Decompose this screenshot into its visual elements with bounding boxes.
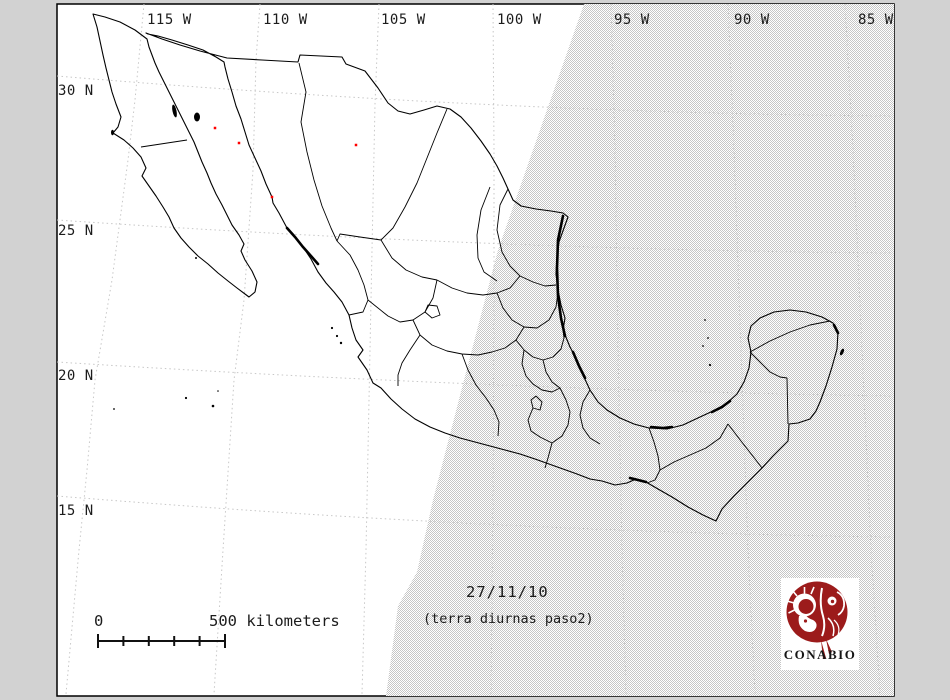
map-subtitle: (terra diurnas paso2)	[423, 611, 594, 627]
lon-label-105w: 105 W	[381, 12, 426, 28]
lon-label-95w: 95 W	[614, 12, 650, 28]
lat-label-30n: 30 N	[58, 83, 94, 99]
lon-label-90w: 90 W	[734, 12, 770, 28]
lat-label-25n: 25 N	[58, 223, 94, 239]
lat-label-15n: 15 N	[58, 503, 94, 519]
islands	[111, 104, 845, 410]
lon-label-110w: 110 W	[263, 12, 308, 28]
map-date: 27/11/10	[466, 583, 549, 601]
lat-label-20n: 20 N	[58, 368, 94, 384]
coast-lagoon-marks	[285, 214, 840, 484]
swath-outside-region	[386, 4, 894, 696]
lon-label-100w: 100 W	[497, 12, 542, 28]
scale-zero-label: 0	[94, 612, 104, 630]
graticule	[57, 4, 894, 695]
conabio-logo	[781, 578, 859, 670]
lon-label-115w: 115 W	[147, 12, 192, 28]
scale-distance-label: 500 kilometers	[209, 612, 340, 630]
conabio-logo-caption: CONABIO	[783, 647, 857, 662]
scale-bar	[97, 634, 226, 648]
state-boundaries	[140, 62, 831, 484]
lon-label-85w: 85 W	[858, 12, 894, 28]
fire-detections	[213, 126, 358, 199]
